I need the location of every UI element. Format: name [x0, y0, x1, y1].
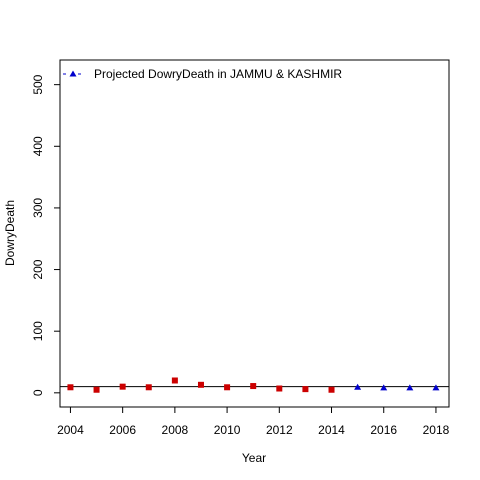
y-axis: 0 100 200 300 400 500 — [31, 74, 60, 396]
data-point-projected — [380, 384, 388, 391]
y-tick-label: 0 — [31, 389, 45, 396]
x-tick-label: 2016 — [370, 423, 397, 437]
x-axis-label: Year — [242, 451, 266, 465]
y-axis-label: DowryDeath — [3, 200, 17, 266]
data-point-actual — [67, 384, 74, 391]
x-tick-label: 2010 — [214, 423, 241, 437]
y-tick-label: 500 — [31, 74, 45, 94]
data-point-projected — [354, 383, 362, 390]
legend: Projected DowryDeath in JAMMU & KASHMIR — [63, 67, 342, 81]
y-tick-label: 100 — [31, 321, 45, 341]
data-point-projected — [432, 384, 440, 391]
data-point-actual — [119, 383, 126, 390]
data-point-actual — [197, 381, 204, 388]
data-point-actual — [302, 386, 309, 393]
y-tick-label: 300 — [31, 198, 45, 218]
data-point-actual — [328, 386, 335, 393]
x-tick-label: 2006 — [109, 423, 136, 437]
y-tick-label: 200 — [31, 259, 45, 279]
x-tick-label: 2018 — [423, 423, 450, 437]
plot-area — [59, 59, 450, 408]
data-point-actual — [145, 384, 152, 391]
data-point-projected — [406, 384, 414, 391]
y-tick-label: 400 — [31, 136, 45, 156]
x-tick-label: 2004 — [57, 423, 84, 437]
legend-triangle-icon — [69, 70, 77, 77]
x-tick-label: 2014 — [318, 423, 345, 437]
x-axis: 2004 2006 2008 2010 2012 2014 2016 2018 — [57, 407, 450, 437]
data-point-actual — [93, 386, 100, 393]
data-point-actual — [171, 377, 178, 384]
data-point-actual — [250, 383, 257, 390]
x-tick-label: 2012 — [266, 423, 293, 437]
x-tick-label: 2008 — [162, 423, 189, 437]
data-points — [67, 377, 440, 393]
legend-label: Projected DowryDeath in JAMMU & KASHMIR — [94, 67, 342, 81]
data-point-actual — [224, 384, 231, 391]
data-point-actual — [276, 385, 283, 392]
